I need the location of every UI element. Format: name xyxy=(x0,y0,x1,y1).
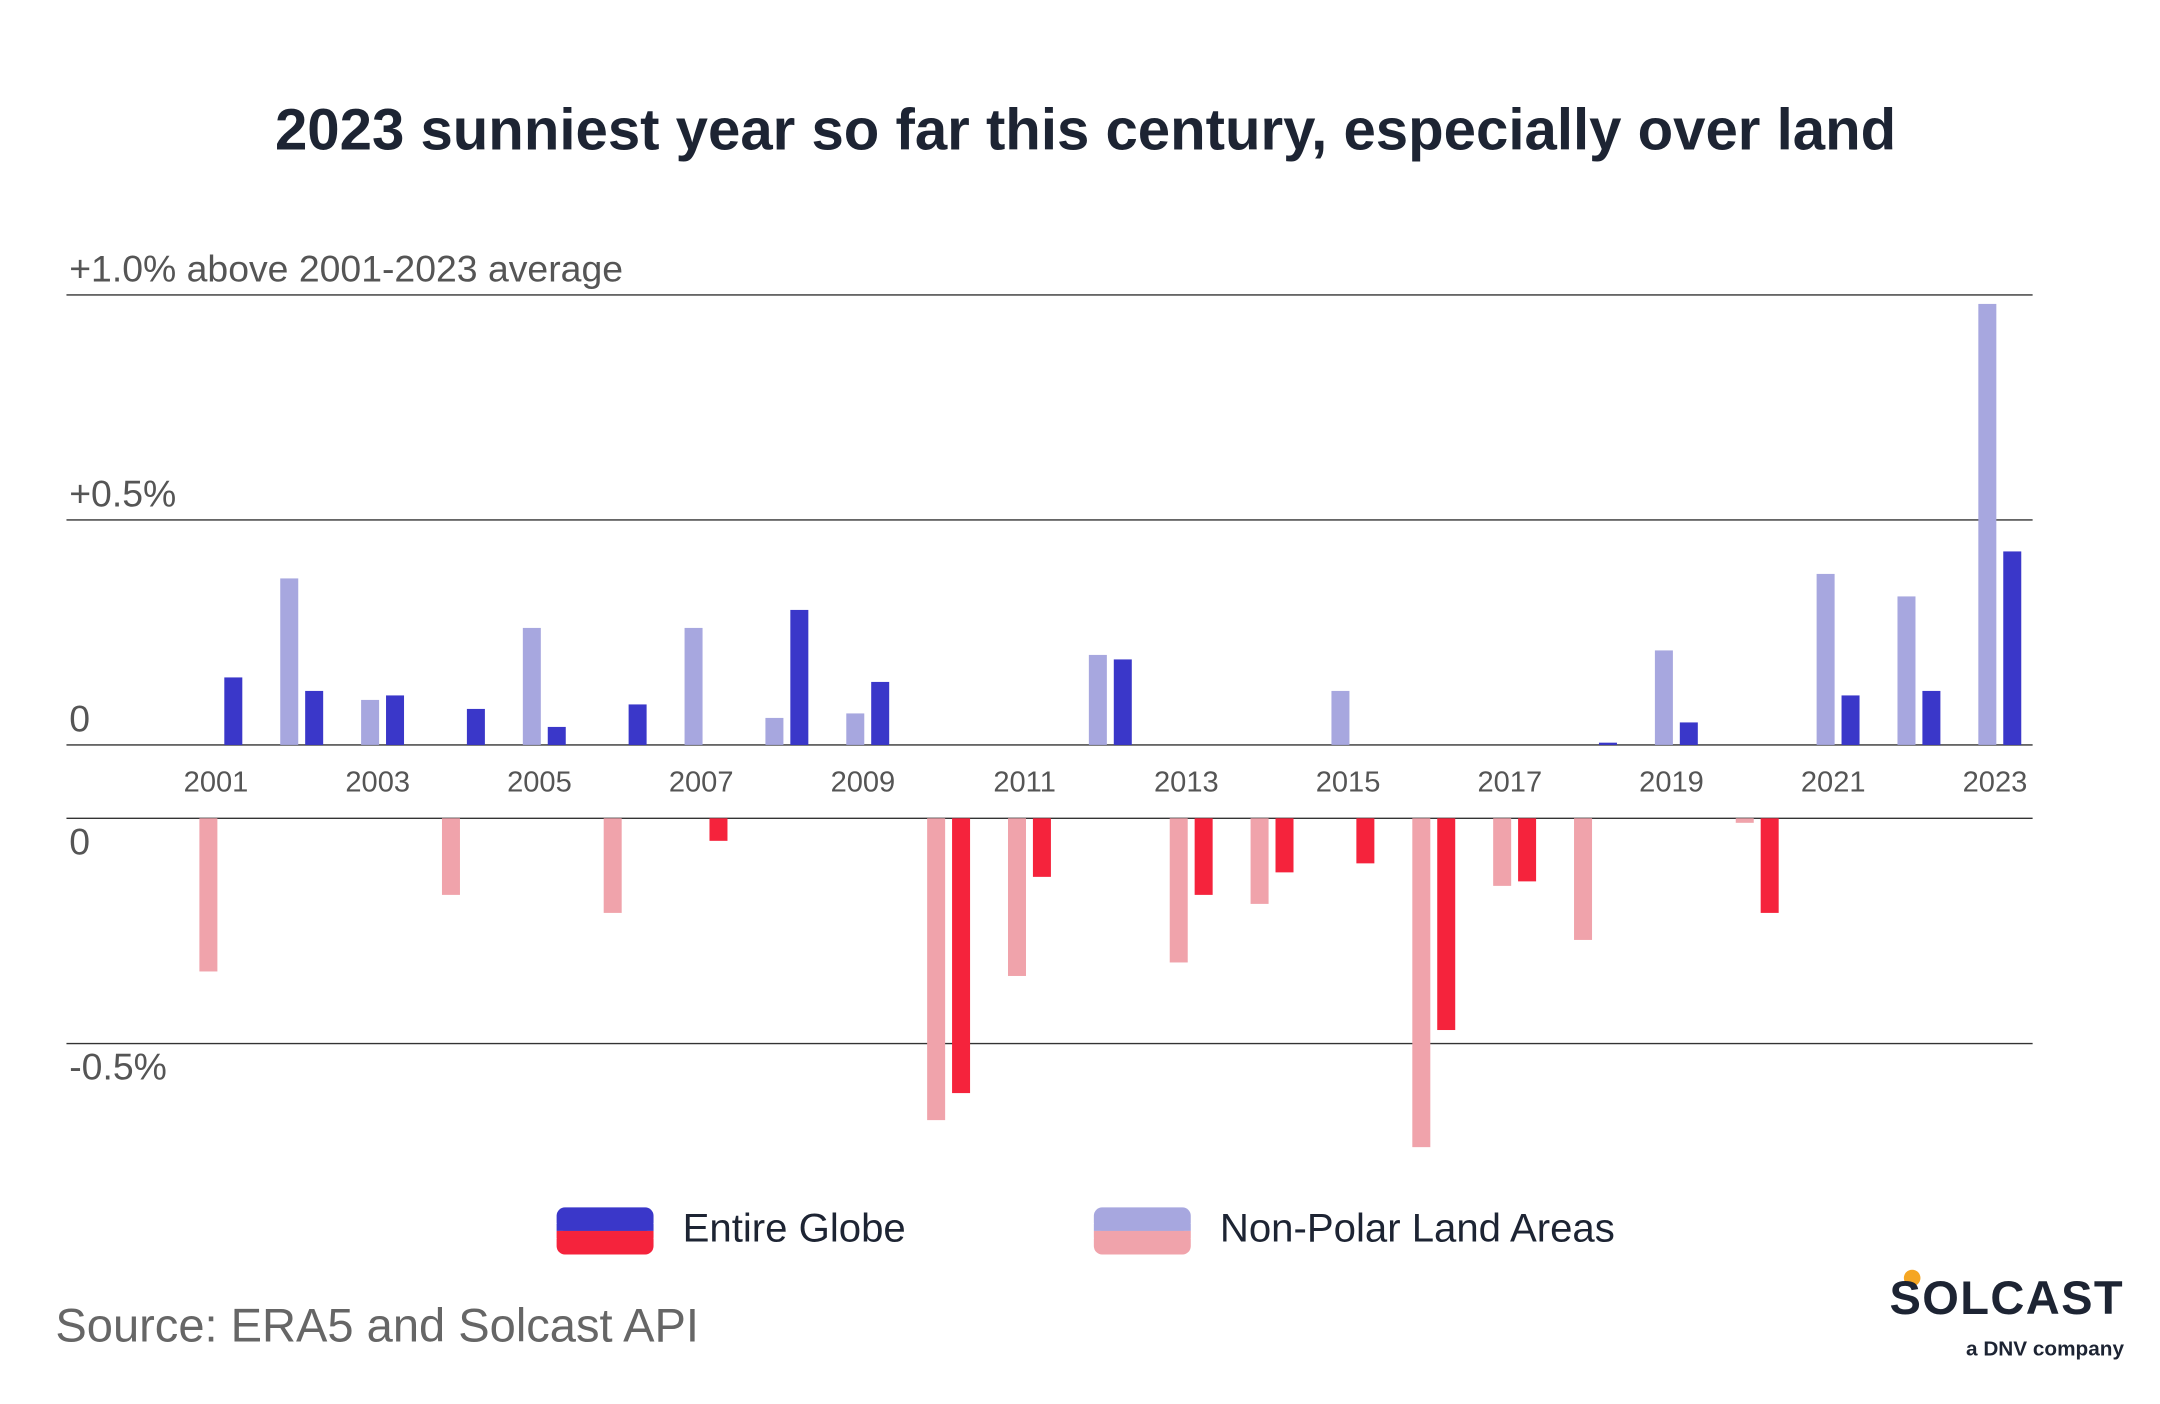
bar xyxy=(361,699,380,745)
legend-swatch xyxy=(556,1224,654,1231)
y-tick-label: -0.5% xyxy=(69,1046,167,1088)
bar xyxy=(1735,818,1754,823)
legend-label: Entire Globe xyxy=(683,1206,906,1251)
bar xyxy=(199,818,218,972)
bar xyxy=(522,627,541,745)
bar xyxy=(1032,818,1051,877)
bar xyxy=(441,818,460,895)
x-tick-label: 2009 xyxy=(831,766,896,798)
bar xyxy=(1574,818,1593,940)
logo-tagline: a DNV company xyxy=(1966,1337,2124,1360)
bar xyxy=(1922,690,1941,745)
bar xyxy=(1654,650,1673,745)
x-tick-label: 2001 xyxy=(184,766,249,798)
bar xyxy=(547,726,566,745)
bar xyxy=(386,695,405,745)
bar xyxy=(1356,818,1375,864)
bar xyxy=(871,681,890,745)
legend-swatch xyxy=(556,1230,654,1238)
y-tick-label: 0 xyxy=(69,820,90,862)
x-tick-label: 2011 xyxy=(993,766,1056,798)
logo-sun xyxy=(1903,1269,1921,1287)
bar xyxy=(224,677,243,745)
legend-swatch xyxy=(1093,1224,1191,1231)
y-tick-label: +1.0% above 2001-2023 average xyxy=(69,247,623,289)
x-tick-label: 2023 xyxy=(1963,766,2028,798)
bar xyxy=(1088,654,1107,745)
x-tick-label: 2015 xyxy=(1316,766,1381,798)
bar xyxy=(790,609,809,745)
bar xyxy=(1518,818,1537,882)
bar xyxy=(2003,551,2022,745)
bar xyxy=(628,704,647,745)
legend-label: Non-Polar Land Areas xyxy=(1220,1206,1615,1251)
bar xyxy=(684,627,703,745)
bar xyxy=(1679,722,1698,745)
bar xyxy=(1897,596,1916,745)
bar xyxy=(1169,818,1188,963)
bar xyxy=(1331,690,1350,745)
bar xyxy=(1275,818,1294,873)
bar xyxy=(952,818,971,1094)
bar xyxy=(927,818,946,1121)
bar xyxy=(1194,818,1213,895)
bar xyxy=(1113,659,1132,745)
logo-name: SOLCAST xyxy=(1889,1271,2124,1324)
bar xyxy=(709,818,728,841)
bar xyxy=(1493,818,1512,886)
bar xyxy=(466,708,485,745)
bar xyxy=(765,717,784,745)
x-tick-label: 2017 xyxy=(1477,766,1542,798)
bar xyxy=(1598,742,1617,745)
logo: SOLCAST a DNV company xyxy=(1889,1269,2124,1360)
bar xyxy=(1412,818,1431,1148)
x-tick-label: 2007 xyxy=(669,766,734,798)
source-note: Source: ERA5 and Solcast API xyxy=(55,1299,699,1352)
bar xyxy=(1250,818,1269,904)
x-tick-label: 2013 xyxy=(1154,766,1219,798)
x-tick-label: 2005 xyxy=(507,766,572,798)
bar xyxy=(1816,573,1835,745)
y-tick-label: 0 xyxy=(69,697,90,739)
bar xyxy=(305,690,324,745)
bar xyxy=(1437,818,1456,1031)
bar xyxy=(280,578,299,745)
legend-swatch xyxy=(1093,1230,1191,1238)
bar xyxy=(1978,303,1997,745)
bar xyxy=(1008,818,1026,976)
x-tick-label: 2019 xyxy=(1639,766,1704,798)
bar xyxy=(1760,818,1779,913)
chart-title: 2023 sunniest year so far this century, … xyxy=(275,98,1896,163)
bar xyxy=(846,713,865,745)
y-tick-label: +0.5% xyxy=(69,472,176,514)
x-tick-label: 2003 xyxy=(345,766,410,798)
x-tick-label: 2021 xyxy=(1801,766,1866,798)
bar xyxy=(1841,695,1860,745)
bar xyxy=(603,818,622,913)
